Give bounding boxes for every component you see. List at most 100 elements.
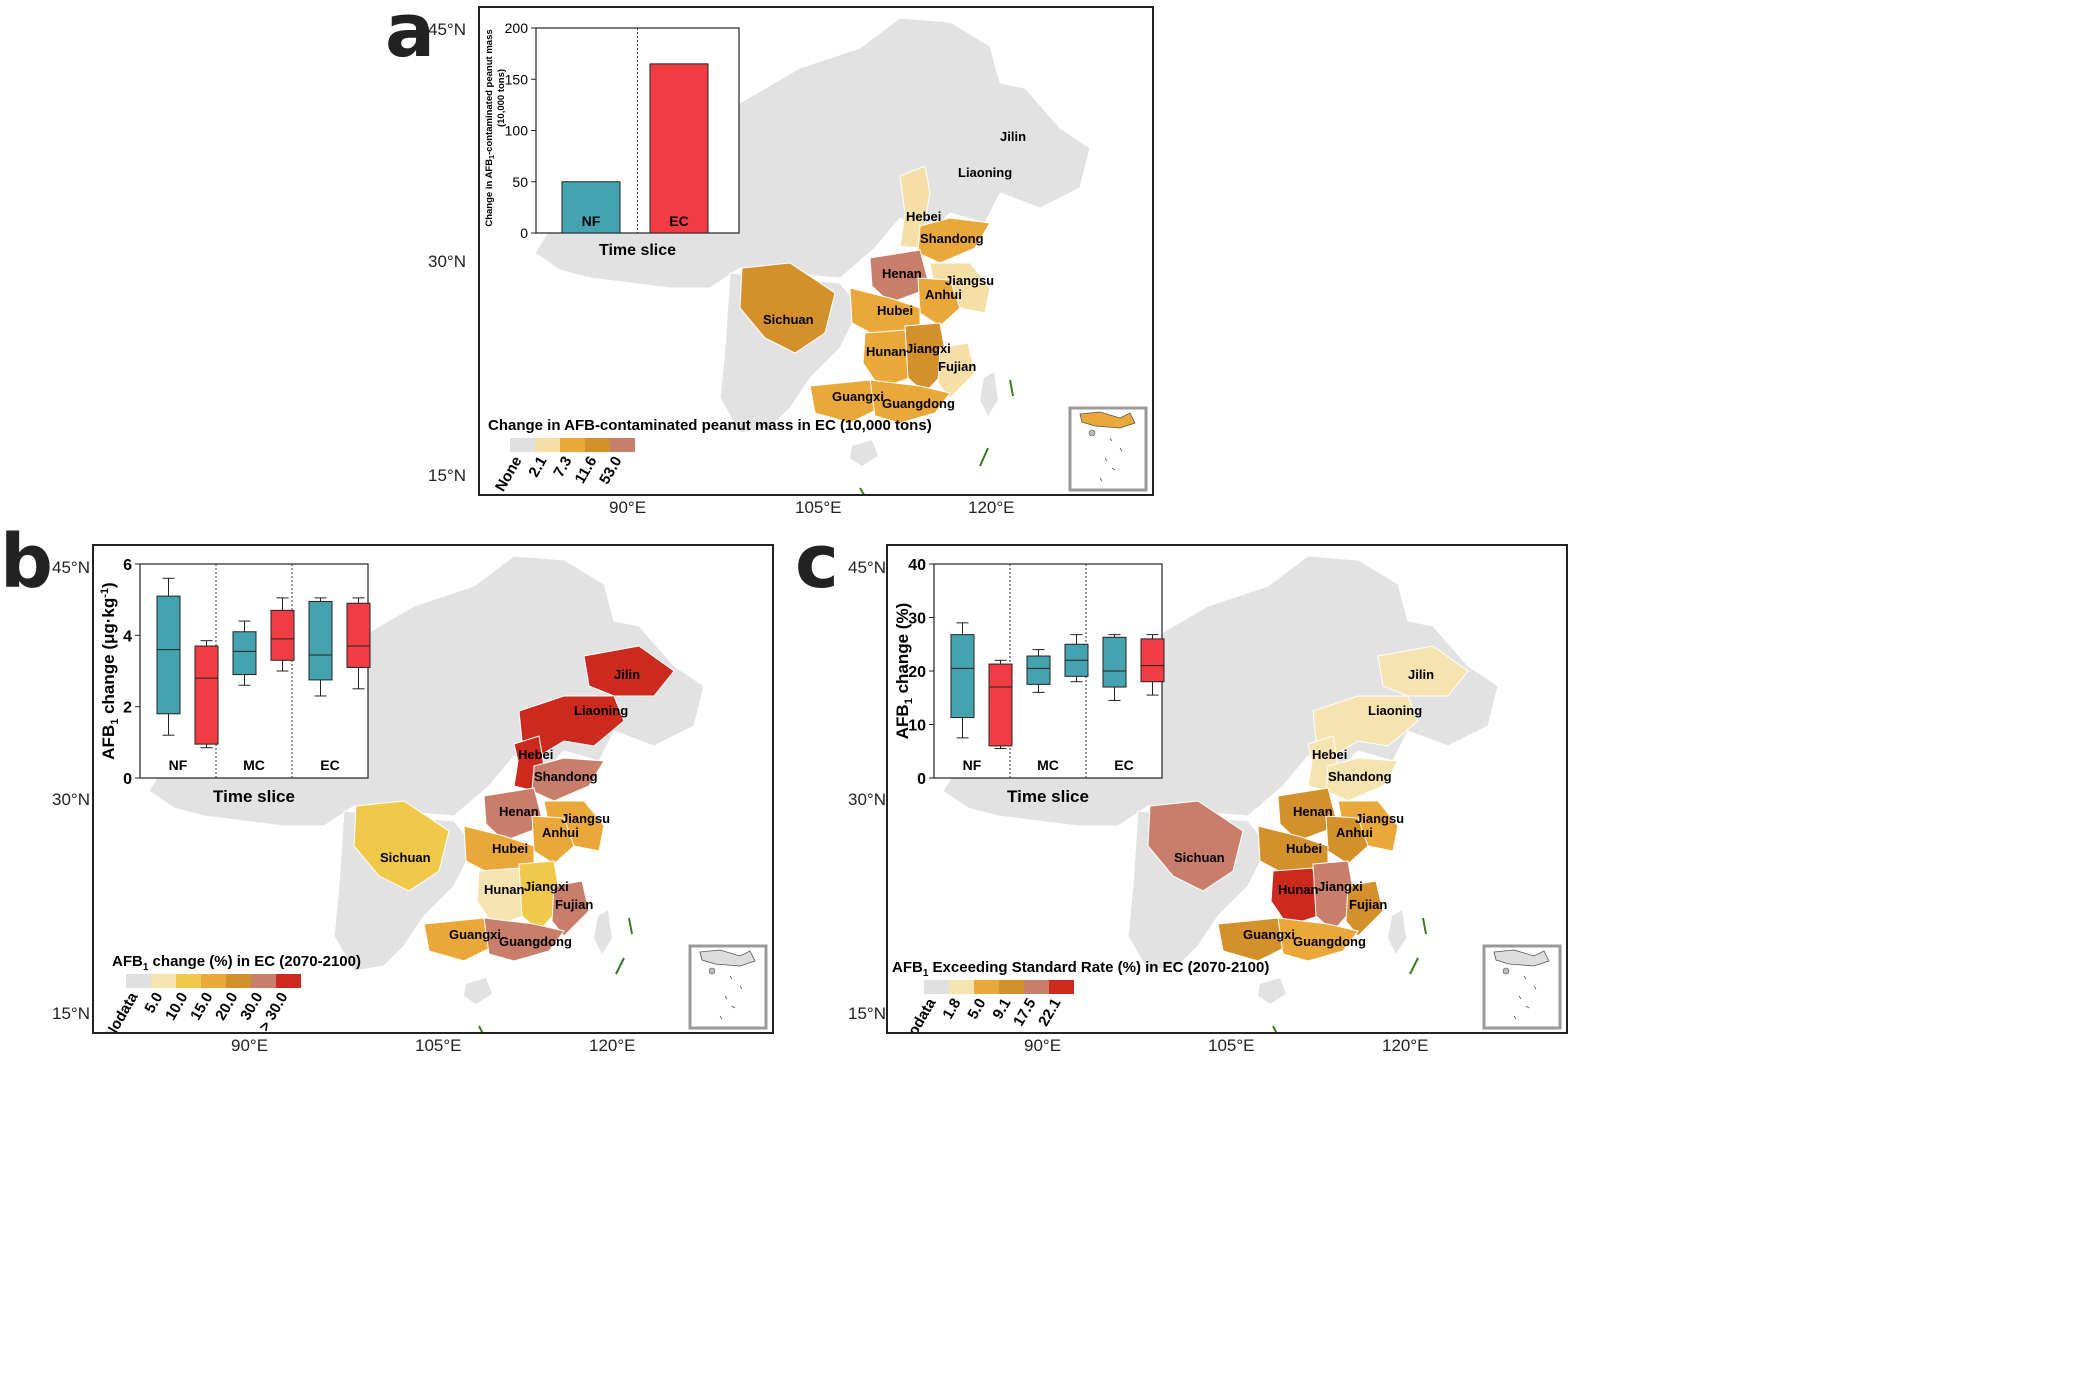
label-fujian: Fujian (938, 359, 976, 374)
label-anhui: Anhui (542, 825, 579, 840)
panel-b-letter: b (0, 519, 53, 605)
legend-swatch-2 (176, 974, 201, 988)
legend-label-0: Nodata (101, 989, 141, 1032)
legend-swatch-5 (251, 974, 276, 988)
label-shandong: Shandong (1328, 769, 1392, 784)
region-hunan (1270, 867, 1319, 927)
panel-c-lon-90: 90°E (1024, 1036, 1062, 1055)
region-henan (869, 249, 931, 304)
region-anhui (1325, 815, 1369, 865)
label-shandong: Shandong (920, 231, 984, 246)
inset-b-box-5 (346, 602, 371, 668)
legend-label-4: 20.0 (212, 990, 241, 1024)
inset-mainland-outline (699, 949, 756, 967)
legend-label-2: 5.0 (964, 996, 989, 1023)
taiwan-island (980, 372, 998, 416)
panel-c-letter: c (795, 519, 839, 605)
region-hunan (476, 867, 525, 927)
panel-b-lat-30: 30°N (52, 790, 90, 809)
panel-c-lat-45: 45°N (848, 558, 886, 577)
inset-c-ytick-label-1: 10 (908, 718, 926, 735)
inset-c-ytick-label-3: 30 (908, 611, 926, 628)
region-jiangxi (518, 860, 563, 932)
inset-a-ytick-label-3: 150 (505, 71, 529, 87)
inset-c-box-1 (988, 663, 1013, 747)
panel-a-lat-45: 45°N (428, 20, 466, 39)
label-guangdong: Guangdong (499, 934, 572, 949)
panel-b-legend-title: AFB1 change (%) in EC (2070-2100) (112, 953, 361, 973)
legend-swatch-6 (276, 974, 301, 988)
label-hunan: Hunan (1278, 882, 1319, 897)
label-fujian: Fujian (1349, 897, 1387, 912)
panel-b-lon-90: 90°E (231, 1036, 269, 1055)
inset-c-group-label-mc: MC (1037, 757, 1059, 773)
inset-c-ylabel: AFB1 change (%) (893, 603, 915, 739)
label-guangxi: Guangxi (449, 927, 501, 942)
legend-label-4: 53.0 (596, 454, 625, 488)
inset-b-ytick-label-3: 6 (123, 557, 132, 574)
panel-c-lat-15: 15°N (848, 1004, 886, 1023)
region-fujian (937, 342, 976, 399)
inset-c-group-label-nf: NF (963, 757, 982, 773)
panel-c-map-svg: Jilin Liaoning Hebei Shandong Henan Jian… (892, 555, 1562, 1032)
panel-b-map-svg: Jilin Liaoning Hebei Shandong Henan Jian… (101, 555, 768, 1032)
inset-island-dot (1088, 429, 1096, 437)
inset-c-ytick-label-0: 0 (917, 771, 926, 788)
label-hunan: Hunan (866, 344, 907, 359)
legend-swatch-4 (610, 438, 635, 452)
panel-b-inset-chart: 0 2 4 6 NF MC EC Time slice AFB1 change (μg·kg-1… (99, 557, 371, 806)
bar-label-ec: EC (669, 213, 688, 229)
region-guangxi (1217, 917, 1289, 962)
inset-b-box-3 (270, 609, 295, 661)
region-jiangxi (904, 322, 949, 394)
label-henan: Henan (882, 266, 922, 281)
panel-c-lon-120: 120°E (1382, 1036, 1429, 1055)
label-hebei: Hebei (906, 209, 941, 224)
legend-swatch-0 (126, 974, 151, 988)
region-guangdong (1277, 917, 1359, 962)
label-guangxi: Guangxi (832, 389, 884, 404)
region-anhui (917, 277, 961, 327)
inset-a-ytick-label-4: 200 (505, 20, 529, 36)
panel-a-inset-chart: 0 50 100 150 200 NF EC Time slice Change in AFB1… (484, 20, 740, 259)
inset-dash-lines (1099, 437, 1123, 482)
label-liaoning: Liaoning (574, 703, 628, 718)
legend-label-0: None (492, 454, 525, 495)
inset-b-box-1 (194, 645, 219, 745)
label-jilin: Jilin (1000, 129, 1026, 144)
label-anhui: Anhui (925, 287, 962, 302)
nine-dash-line-1 (1009, 379, 1014, 397)
inset-a-ylabel-line1: Change in AFB1-contaminated peanut mass (484, 29, 496, 226)
inset-a-xlabel: Time slice (599, 242, 676, 259)
label-guangxi: Guangxi (1243, 927, 1295, 942)
label-hebei: Hebei (1312, 747, 1347, 762)
region-sichuan (353, 800, 450, 892)
nine-dash-line-2 (979, 447, 989, 467)
panel-a-lon-90: 90°E (609, 498, 647, 517)
inset-c-ytick-label-2: 20 (908, 664, 926, 681)
inset-b-group-label-ec: EC (320, 757, 339, 773)
inset-c-ytick-label-4: 40 (908, 557, 926, 574)
inset-a-ytick-label-0: 0 (520, 225, 528, 241)
legend-label-3: 11.6 (572, 454, 601, 487)
bar-nf (561, 181, 621, 234)
label-jilin: Jilin (614, 667, 640, 682)
inset-b-xlabel: Time slice (213, 787, 295, 806)
label-jiangsu: Jiangsu (1355, 811, 1404, 826)
inset-c-box-0 (950, 634, 975, 719)
inset-b-ytick-label-2: 4 (123, 628, 132, 645)
region-henan (483, 787, 545, 842)
label-jiangsu: Jiangsu (561, 811, 610, 826)
region-fujian (551, 880, 590, 937)
region-fujian (1345, 880, 1384, 937)
hainan-island (464, 978, 492, 1004)
nine-dash-line-1 (628, 917, 633, 935)
legend-swatch-3 (585, 438, 610, 452)
label-jiangxi: Jiangxi (1318, 879, 1363, 894)
label-hunan: Hunan (484, 882, 525, 897)
label-henan: Henan (1293, 804, 1333, 819)
inset-dash-lines (1513, 975, 1537, 1020)
panel-b-lon-120: 120°E (589, 1036, 636, 1055)
label-sichuan: Sichuan (1174, 850, 1225, 865)
legend-swatch-0 (510, 438, 535, 452)
